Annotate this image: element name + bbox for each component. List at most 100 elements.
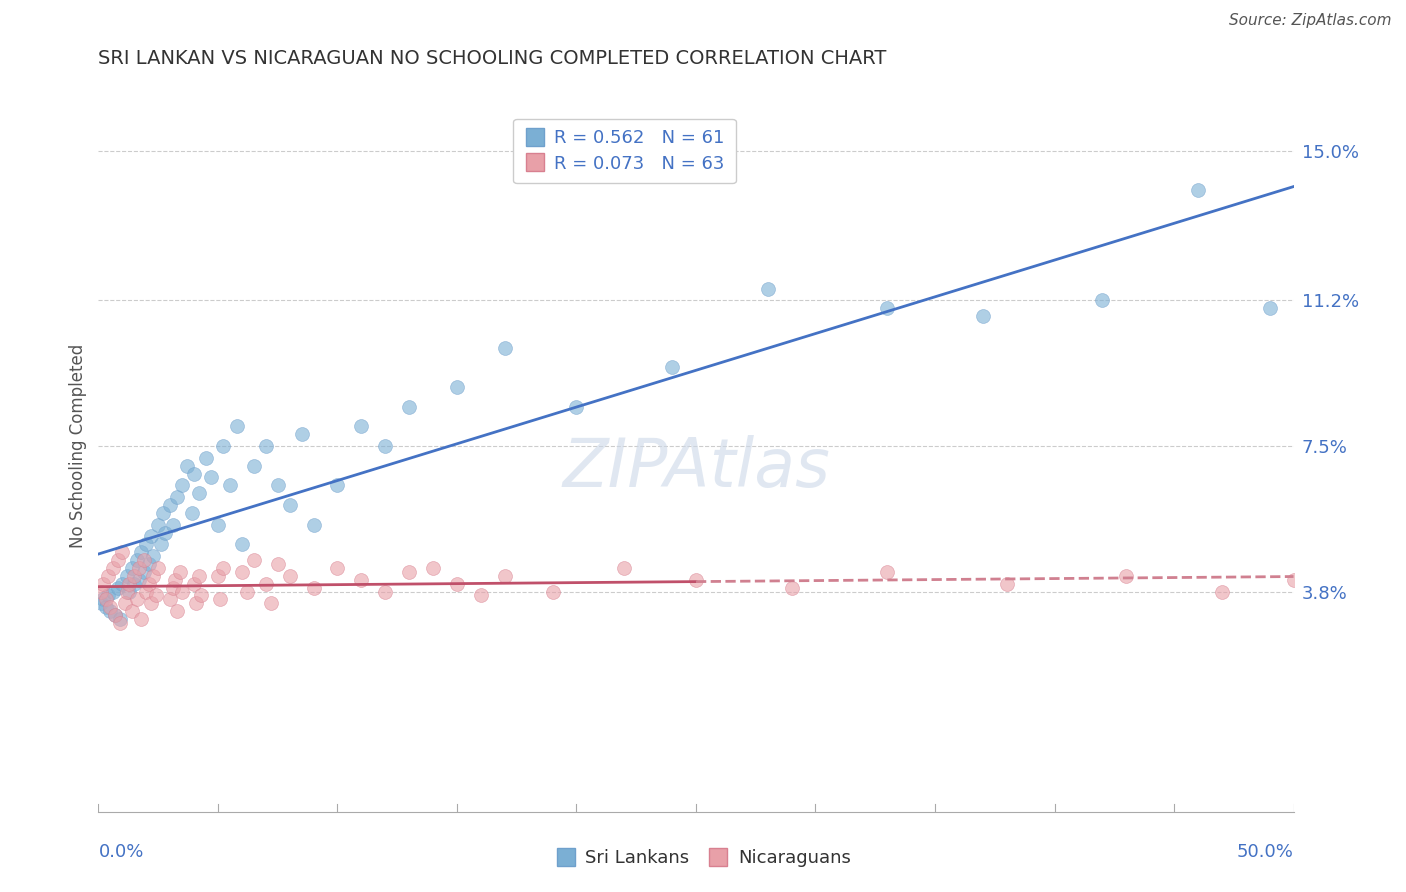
Point [97,589,120,603]
Point [780,581,803,595]
Point [124,568,146,582]
Point [172,584,194,599]
Point [661,360,683,375]
Point [131,612,153,626]
Point [139,596,162,610]
Point [446,576,468,591]
Point [111,576,134,591]
Text: 50.0%: 50.0% [1237,843,1294,861]
Point [155,525,177,540]
Point [254,576,277,591]
Point [613,561,636,575]
Point [90,596,112,610]
Point [291,427,314,442]
Point [226,419,249,434]
Point [302,581,325,595]
Point [107,553,129,567]
Text: ZIPAtlas: ZIPAtlas [562,435,830,501]
Legend: R = 0.562   N = 61, R = 0.073   N = 63: R = 0.562 N = 61, R = 0.073 N = 63 [513,119,735,184]
Point [200,470,222,484]
Text: Source: ZipAtlas.com: Source: ZipAtlas.com [1229,13,1392,29]
Legend: Sri Lankans, Nicaraguans: Sri Lankans, Nicaraguans [547,842,859,874]
Point [132,565,155,579]
Point [326,478,349,492]
Point [254,439,277,453]
Point [124,576,146,591]
Point [1091,293,1114,308]
Point [278,568,301,582]
Point [169,565,191,579]
Point [1258,301,1281,316]
Point [111,545,134,559]
Point [108,612,131,626]
Point [207,517,229,532]
Point [326,561,349,575]
Point [278,498,301,512]
Point [235,584,257,599]
Point [125,553,148,567]
Point [98,600,122,615]
Point [91,592,114,607]
Point [166,490,188,504]
Point [207,568,229,582]
Point [135,537,157,551]
Point [446,380,468,394]
Point [876,301,898,316]
Point [152,506,174,520]
Point [1187,183,1209,197]
Point [209,592,232,607]
Point [131,545,153,559]
Point [139,529,162,543]
Point [163,573,186,587]
Point [267,557,290,571]
Point [128,573,150,587]
Point [186,596,208,610]
Point [162,517,184,532]
Point [374,584,396,599]
Point [211,439,233,453]
Point [259,596,281,610]
Point [565,400,588,414]
Point [104,608,127,623]
Point [1115,568,1137,582]
Point [972,310,994,324]
Point [398,565,420,579]
Point [1211,584,1233,599]
Point [101,561,124,575]
Point [267,478,290,492]
Point [995,576,1018,591]
Point [350,419,373,434]
Point [148,561,170,575]
Point [149,537,172,551]
Point [132,553,155,567]
Point [162,581,184,595]
Point [187,486,209,500]
Point [148,517,170,532]
Point [104,608,127,623]
Point [118,584,141,599]
Point [108,615,131,630]
Point [97,568,120,582]
Point [211,561,233,575]
Point [138,557,160,571]
Point [1282,573,1305,587]
Point [422,561,444,575]
Point [90,584,112,599]
Point [166,604,188,618]
Point [145,589,167,603]
Point [231,537,253,551]
Point [107,581,129,595]
Point [114,596,136,610]
Point [91,576,114,591]
Point [135,584,157,599]
Point [128,561,150,575]
Point [125,592,148,607]
Point [541,584,564,599]
Point [756,282,779,296]
Text: SRI LANKAN VS NICARAGUAN NO SCHOOLING COMPLETED CORRELATION CHART: SRI LANKAN VS NICARAGUAN NO SCHOOLING CO… [98,48,887,68]
Point [243,553,266,567]
Point [685,573,707,587]
Point [398,400,420,414]
Point [121,561,143,575]
Point [231,565,253,579]
